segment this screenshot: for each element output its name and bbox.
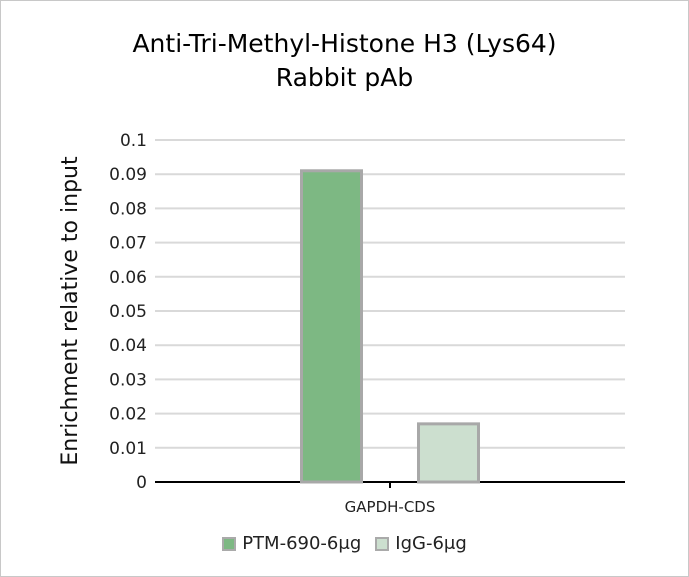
chart-title-line-2: Rabbit pAb (275, 63, 414, 92)
legend-item-igg[interactable]: IgG-6μg (375, 533, 467, 554)
legend-label-igg: IgG-6μg (395, 533, 467, 554)
legend-swatch-ptm (222, 536, 237, 551)
bar-1 (417, 422, 480, 484)
y-tick-label: 0.03 (109, 370, 147, 390)
legend-item-ptm[interactable]: PTM-690-6μg (222, 533, 361, 554)
y-tick-label: 0.01 (109, 439, 147, 459)
x-tick-label: GAPDH-CDS (345, 498, 436, 516)
y-tick-label: 0.08 (109, 199, 147, 219)
y-tick-label: 0.07 (109, 234, 147, 254)
legend: PTM-690-6μg IgG-6μg (0, 533, 689, 554)
y-tick-label: 0.05 (109, 302, 147, 322)
y-tick-label: 0.02 (109, 405, 147, 425)
y-tick-label: 0 (136, 473, 147, 493)
y-tick-label: 0.1 (120, 131, 147, 151)
y-axis-label: Enrichment relative to input (58, 156, 83, 466)
legend-label-ptm: PTM-690-6μg (242, 533, 362, 554)
chart-title-line-1: Anti-Tri-Methyl-Histone H3 (Lys64) (132, 29, 557, 58)
bar-0 (300, 169, 363, 484)
y-tick-label: 0.06 (109, 268, 147, 288)
y-tick-label: 0.09 (109, 165, 147, 185)
y-tick-label: 0.04 (109, 336, 147, 356)
legend-swatch-igg (375, 536, 390, 551)
